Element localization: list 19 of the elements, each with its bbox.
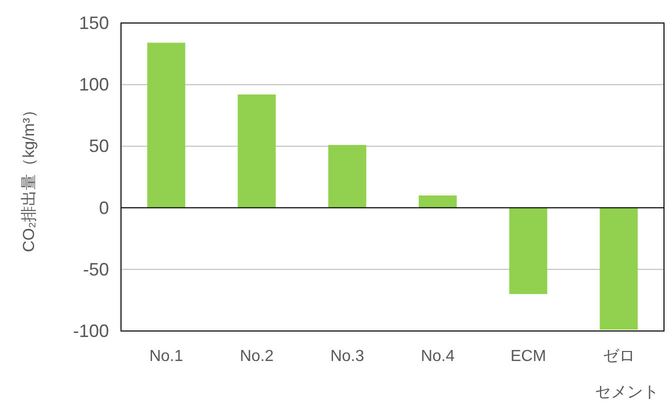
bar <box>147 42 186 208</box>
y-axis-title: CO₂排出量（kg/m³） <box>20 102 38 252</box>
bar <box>418 195 457 208</box>
bar <box>509 208 548 294</box>
x-tick-label: ECM <box>510 348 546 365</box>
x-tick-label: No.3 <box>330 348 364 365</box>
y-tick-label: -50 <box>82 259 109 280</box>
y-tick-label: 150 <box>78 13 109 33</box>
x-tick-label: No.1 <box>149 348 184 365</box>
bar <box>600 208 638 330</box>
x-tick-label: No.2 <box>240 348 274 365</box>
y-tick-label: 50 <box>88 136 109 156</box>
x-tick-label: ゼロセメント <box>594 348 659 401</box>
bar <box>328 144 366 208</box>
y-tick-label: 0 <box>98 198 109 218</box>
y-tick-label: 100 <box>78 74 109 95</box>
y-tick-label: -100 <box>72 321 109 341</box>
x-tick-label: No.4 <box>420 348 455 365</box>
bar <box>238 94 276 208</box>
